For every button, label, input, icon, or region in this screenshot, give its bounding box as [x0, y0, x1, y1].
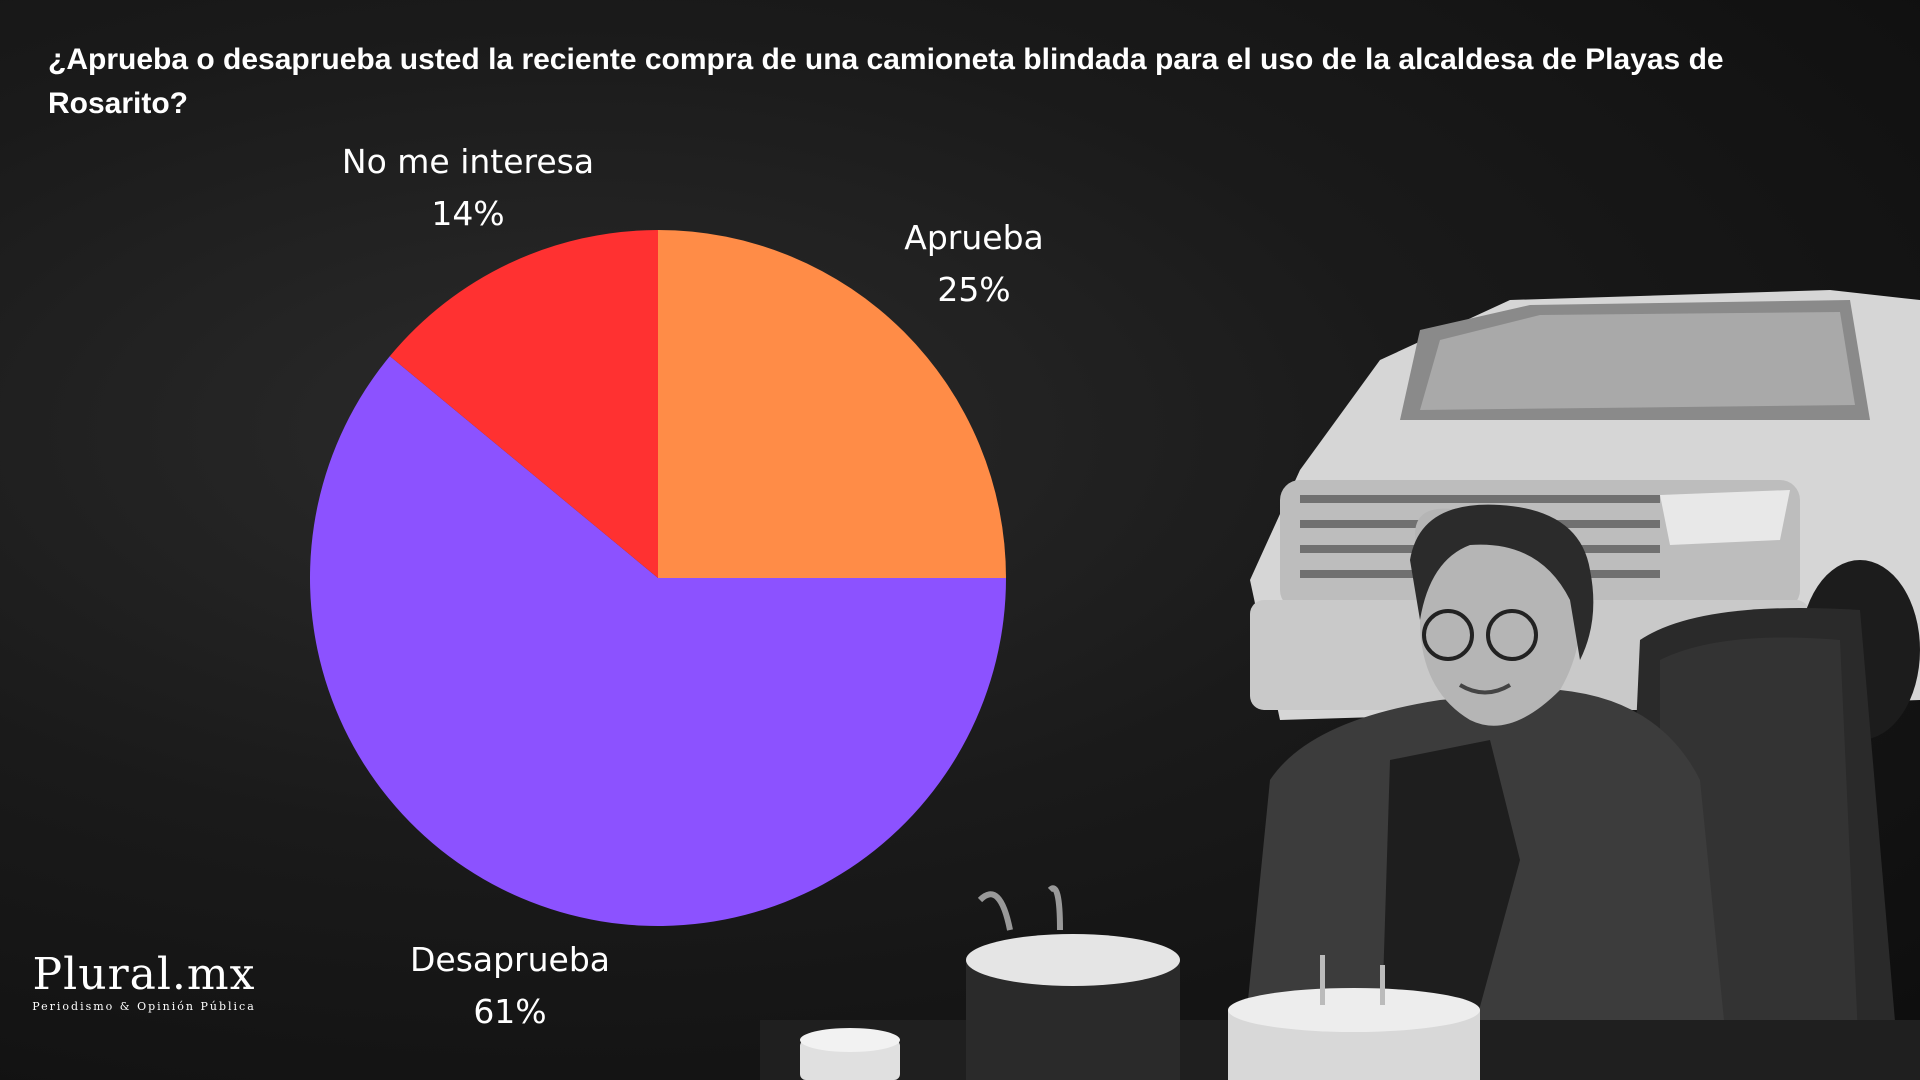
- slice-value-no-me-interesa: 14%: [431, 194, 505, 233]
- logo-main-text: Plural.mx: [32, 949, 256, 1000]
- slice-value-desaprueba: 61%: [473, 992, 547, 1031]
- slice-label-no-me-interesa: No me interesa 14%: [342, 136, 594, 240]
- slice-value-aprueba: 25%: [937, 270, 1011, 309]
- pie-slice-aprueba: [658, 230, 1006, 578]
- slice-label-aprueba: Aprueba 25%: [904, 212, 1043, 316]
- slice-name-no-me-interesa: No me interesa: [341, 142, 595, 181]
- pie-slice-desaprueba: [309, 356, 1007, 927]
- slice-name-aprueba: Aprueba: [904, 218, 1044, 257]
- pie-slice-no-me-interesa: [389, 230, 658, 578]
- slice-name-desaprueba: Desaprueba: [409, 940, 611, 979]
- chart-title: ¿Aprueba o desaprueba usted la reciente …: [48, 43, 1724, 120]
- person-image: [1240, 504, 1730, 1080]
- logo-tagline: Periodismo & Opinión Pública: [32, 1000, 256, 1013]
- cake-image: [800, 885, 1480, 1080]
- plural-logo: Plural.mx Periodismo & Opinión Pública: [24, 950, 264, 1014]
- slice-label-desaprueba: Desaprueba 61%: [410, 934, 610, 1038]
